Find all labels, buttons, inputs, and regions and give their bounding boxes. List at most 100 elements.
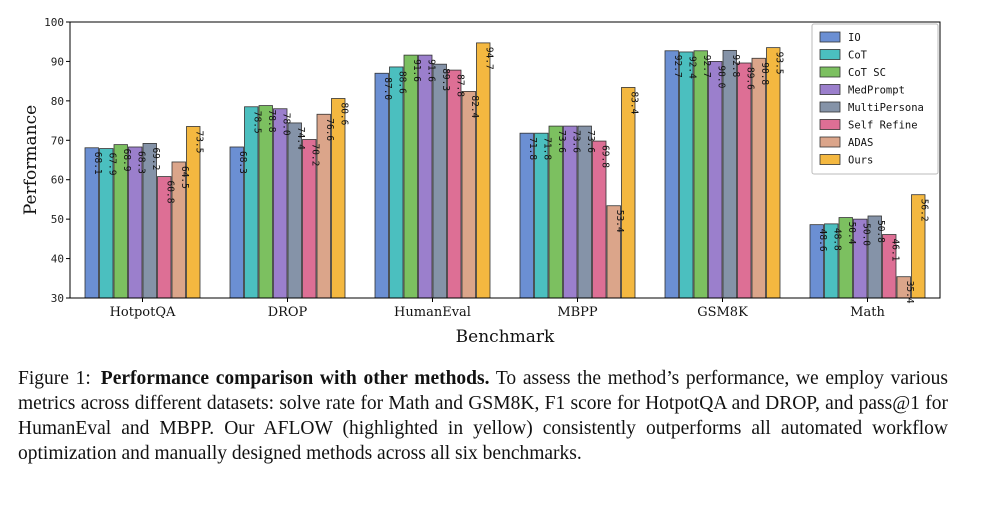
plot-frame: [69, 21, 941, 299]
x-tick-label: HumanEval: [394, 305, 471, 320]
bar: [751, 57, 766, 299]
bar: [316, 113, 331, 299]
x-tick-label: Math: [850, 305, 885, 320]
legend-entry: ADAS: [848, 137, 873, 149]
bar: [432, 63, 447, 299]
bar-value-label: 91.6: [411, 59, 422, 82]
bar: [476, 42, 491, 299]
bar: [258, 105, 273, 299]
bar: [766, 47, 781, 299]
bar-value-label: 90.0: [715, 65, 726, 88]
caption-label: Figure 1:: [18, 368, 91, 389]
bar: [708, 61, 723, 299]
bar: [244, 106, 259, 299]
legend-swatch: [819, 66, 841, 78]
bar-value-label: 48.8: [831, 228, 842, 251]
legend-swatch: [819, 136, 841, 148]
bar-value-label: 74.4: [295, 127, 306, 150]
bar-value-label: 35.4: [904, 281, 915, 304]
bar-chart: 68.1 67.9 68.9 68.3 69.260.864.573.568.378.5…: [21, 16, 941, 347]
bar-value-label: 68.3: [237, 151, 248, 174]
bar-value-label: 78.8: [266, 110, 277, 133]
bar-value-label: 89.3: [440, 68, 451, 91]
bar: [389, 66, 404, 299]
bar-value-label: 50.8: [875, 220, 886, 243]
y-axis-title: Performance: [21, 105, 41, 215]
y-tick-label: 70: [51, 134, 64, 147]
bar-value-label: 73.6: [570, 130, 581, 153]
bar-value-label: 64.5: [179, 166, 190, 189]
bar: [621, 87, 636, 299]
bar-value-label: 83.4: [628, 91, 639, 114]
bar-value-label: 71.8: [541, 137, 552, 160]
bar-value-label: 78.5: [251, 111, 262, 134]
bar: [461, 90, 476, 299]
legend-entry: MultiPersona: [848, 102, 924, 114]
legend-swatch: [819, 154, 841, 165]
bar-value-label: 92.8: [730, 54, 741, 77]
bar-value-label: 48.6: [817, 229, 828, 252]
bar-value-label: 80.6: [338, 102, 349, 125]
bar-value-label: 73.6: [585, 130, 596, 153]
legend-swatch: [819, 49, 841, 60]
y-tick-label: 90: [51, 55, 64, 68]
legend-entry: IO: [848, 32, 861, 44]
bar-value-label: 92.4: [686, 56, 697, 79]
bar-value-label: 87.8: [454, 74, 465, 97]
legend-swatch: [819, 31, 841, 43]
bar-value-label: 88.6: [396, 71, 407, 94]
bar-value-label: 92.7: [672, 55, 683, 78]
bar-value-label: 73.5: [193, 130, 204, 153]
bar-value-label: 73.6: [556, 130, 567, 153]
legend-swatch: [819, 119, 841, 130]
bar: [374, 72, 389, 299]
bar: [664, 50, 679, 299]
legend-swatch: [819, 84, 841, 95]
y-tick-label: 40: [51, 253, 64, 266]
bar: [693, 50, 708, 299]
bar-value-label: 69.2: [150, 147, 161, 170]
x-tick-label: MBPP: [557, 305, 598, 320]
bar-value-label: 78.0: [280, 113, 291, 136]
bar-value-label: 82.4: [469, 95, 480, 118]
bar-value-label: 93.5: [773, 52, 784, 75]
bar-value-label: 89.6: [744, 67, 755, 90]
bar-value-label: 60.8: [164, 181, 175, 204]
y-tick-label: 60: [51, 174, 64, 187]
bar: [737, 62, 752, 299]
y-tick-label: 50: [51, 213, 64, 226]
bar-value-label: 46.1: [889, 239, 900, 262]
bar-value-label: 91.6: [425, 59, 436, 82]
bar-value-label: 92.7: [701, 55, 712, 78]
bar-value-label: 68.1: [92, 152, 103, 175]
legend: IO CoT CoT SC MedPrompt MultiPersona Self Ref…: [811, 23, 939, 175]
bar-value-label: 76.6: [324, 118, 335, 141]
bar-value-label: 69.8: [599, 145, 610, 168]
bar: [679, 51, 694, 299]
y-tick-label: 80: [51, 95, 64, 108]
legend-entry: CoT SC: [848, 67, 886, 79]
legend-entry: CoT: [848, 50, 868, 62]
bar: [273, 108, 288, 299]
bar-value-label: 68.9: [121, 149, 132, 172]
bar: [447, 69, 462, 299]
bar-value-label: 94.7: [483, 47, 494, 70]
x-axis-title: Benchmark: [456, 327, 555, 347]
bar-value-label: 50.0: [860, 223, 871, 246]
bar-value-label: 87.0: [382, 77, 393, 100]
legend-entry: Self Refine: [848, 120, 918, 132]
caption-text: To assess the method’s performance, we e…: [18, 368, 948, 464]
bar-value-label: 71.8: [527, 137, 538, 160]
bar: [418, 54, 433, 299]
legend-swatch: [819, 101, 841, 113]
caption-bold-title: Performance comparison with other method…: [100, 368, 490, 389]
bar-value-label: 70.2: [309, 143, 320, 166]
legend-entry: Ours: [848, 155, 873, 167]
bar-value-label: 56.2: [918, 199, 929, 222]
bar-value-label: 67.9: [106, 153, 117, 176]
legend-box: [811, 23, 939, 175]
bar-value-label: 50.4: [846, 222, 857, 245]
legend-entry: MedPrompt: [848, 85, 905, 97]
bar-value-label: 53.4: [614, 210, 625, 233]
y-tick-label: 30: [51, 292, 64, 305]
